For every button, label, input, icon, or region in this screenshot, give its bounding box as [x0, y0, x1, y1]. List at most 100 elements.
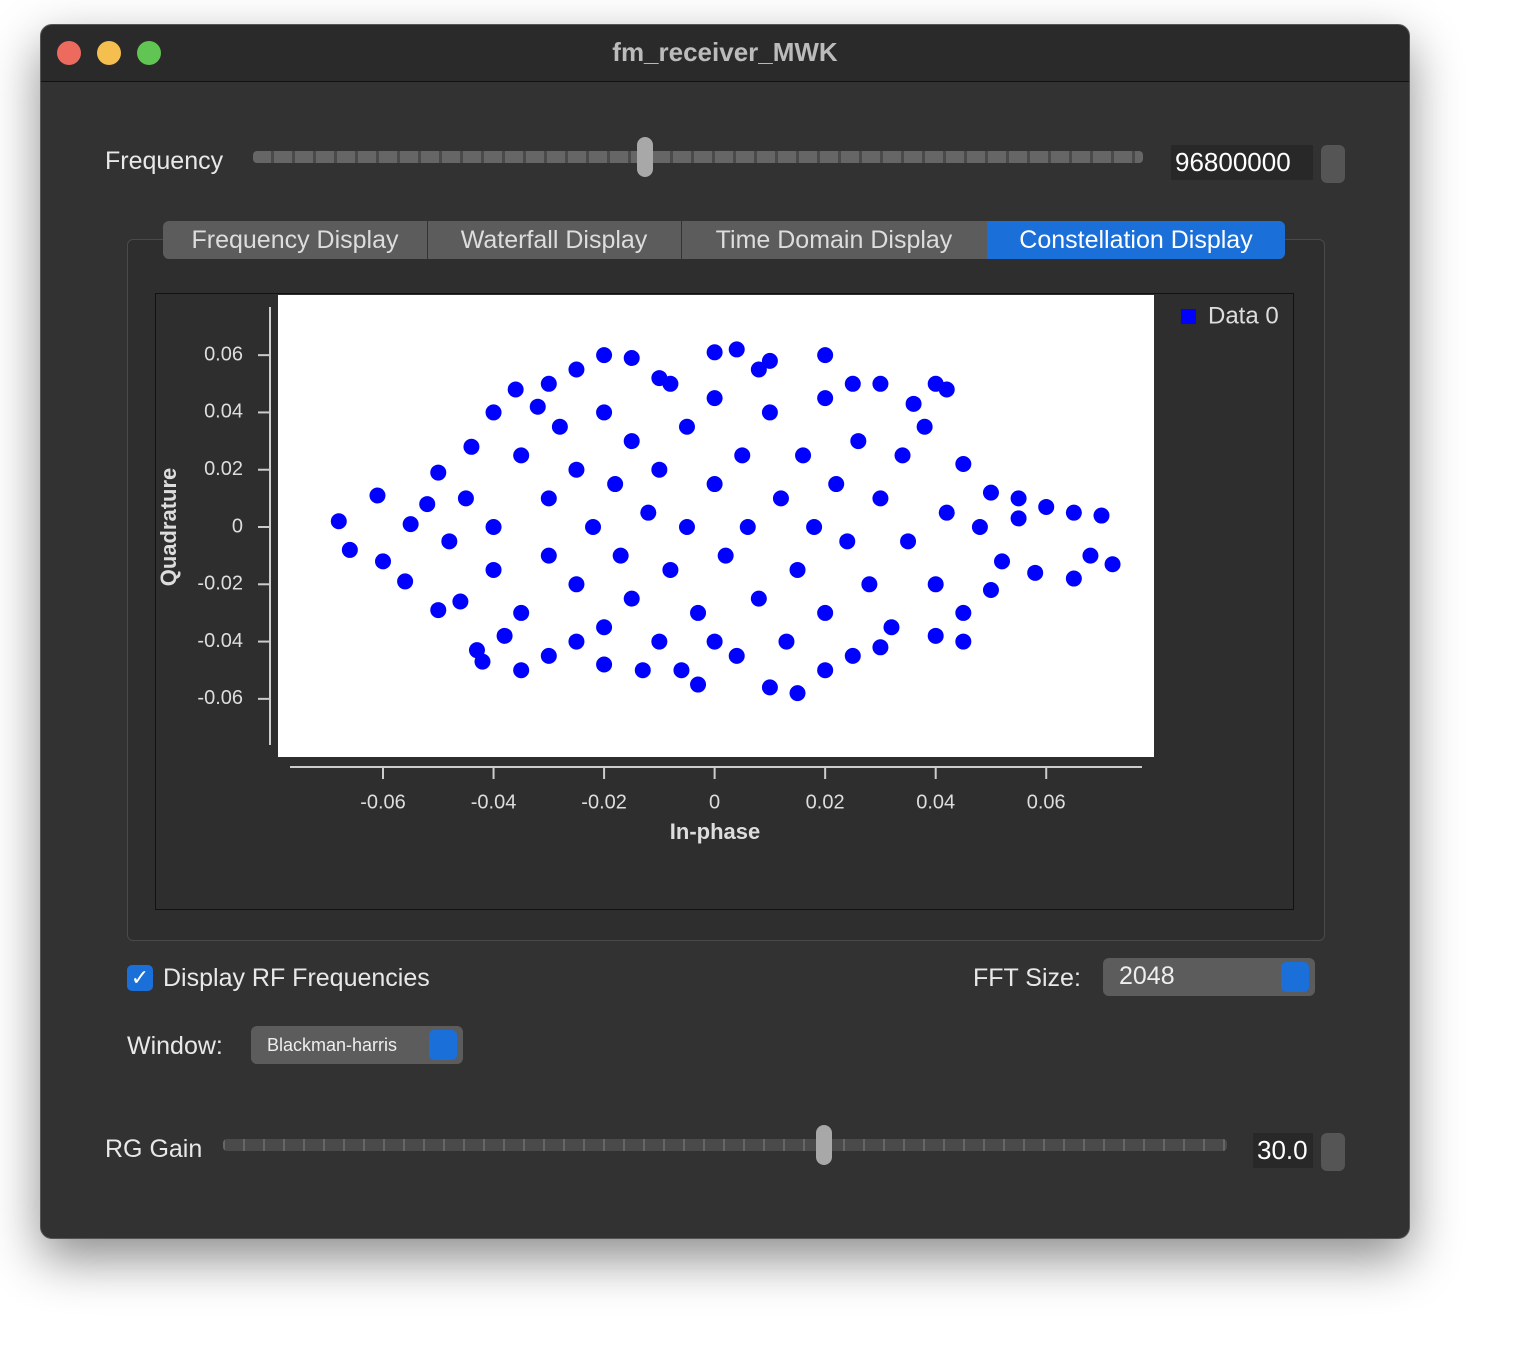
- point: [623, 590, 640, 607]
- point: [596, 347, 613, 364]
- point: [795, 447, 812, 464]
- point: [673, 662, 690, 679]
- point: [585, 519, 602, 536]
- point: [513, 447, 530, 464]
- point: [817, 604, 834, 621]
- point: [706, 344, 723, 361]
- y-tick-label: -0.02: [197, 573, 243, 595]
- y-tick-label: -0.04: [197, 630, 243, 652]
- x-tick-label: 0: [709, 791, 720, 813]
- point: [596, 619, 613, 636]
- gain-slider-thumb[interactable]: [816, 1125, 832, 1165]
- y-tick-label: -0.06: [197, 687, 243, 709]
- point: [938, 504, 955, 521]
- point: [430, 602, 447, 619]
- x-axis-label: In-phase: [670, 819, 760, 844]
- point: [994, 553, 1011, 570]
- point: [457, 490, 474, 507]
- x-tick-label: 0.06: [1027, 791, 1066, 813]
- frequency-slider-thumb[interactable]: [637, 137, 653, 177]
- y-tick-label: 0.04: [204, 401, 243, 423]
- plot-area: [278, 295, 1154, 757]
- point: [828, 476, 845, 493]
- frequency-spinbox[interactable]: 96800000: [1171, 145, 1313, 180]
- window-select[interactable]: Blackman-harris: [251, 1026, 463, 1064]
- point: [982, 582, 999, 599]
- close-button[interactable]: [57, 41, 81, 65]
- point: [607, 476, 624, 493]
- zoom-button[interactable]: [137, 41, 161, 65]
- point: [778, 633, 795, 650]
- point: [844, 375, 861, 392]
- point: [651, 461, 668, 478]
- point: [496, 627, 513, 644]
- point: [750, 361, 767, 378]
- point: [706, 390, 723, 407]
- tab-active[interactable]: Constellation Display: [987, 221, 1285, 259]
- frequency-label: Frequency: [105, 147, 224, 175]
- tab[interactable]: Frequency Display: [163, 221, 428, 259]
- point: [1010, 490, 1027, 507]
- select-arrows: [1281, 962, 1309, 992]
- gain-slider[interactable]: [223, 1139, 1227, 1151]
- minimize-button[interactable]: [97, 41, 121, 65]
- point: [1093, 507, 1110, 524]
- point: [540, 647, 557, 664]
- point: [872, 375, 889, 392]
- x-tick-label: -0.06: [360, 791, 406, 813]
- point: [728, 647, 745, 664]
- point: [916, 418, 933, 435]
- point: [596, 656, 613, 673]
- frequency-slider[interactable]: [253, 151, 1143, 163]
- point: [761, 679, 778, 696]
- checkbox[interactable]: ✓: [127, 965, 153, 991]
- legend-swatch: [1181, 309, 1196, 324]
- point: [850, 433, 867, 450]
- gain-spinbox[interactable]: 30.0: [1253, 1133, 1313, 1168]
- point: [900, 533, 917, 550]
- point: [662, 561, 679, 578]
- x-tick-label: -0.04: [471, 791, 517, 813]
- display-rf-label: Display RF Frequencies: [163, 964, 430, 992]
- point: [568, 361, 585, 378]
- point: [817, 347, 834, 364]
- fft-size-select[interactable]: 2048: [1103, 958, 1315, 996]
- fft-size-value: 2048: [1119, 962, 1175, 990]
- select-arrows: [429, 1030, 457, 1060]
- point: [761, 404, 778, 421]
- gain-label: RG Gain: [105, 1135, 203, 1163]
- point: [330, 513, 347, 530]
- y-tick-label: 0: [232, 515, 243, 537]
- point: [955, 633, 972, 650]
- point: [955, 604, 972, 621]
- point: [1104, 556, 1121, 573]
- point: [568, 633, 585, 650]
- point: [640, 504, 657, 521]
- point: [789, 685, 806, 702]
- point: [485, 519, 502, 536]
- point: [612, 547, 629, 564]
- tab[interactable]: Waterfall Display: [427, 221, 682, 259]
- point: [690, 604, 707, 621]
- point: [402, 516, 419, 533]
- point: [1010, 510, 1027, 527]
- gain-stepper[interactable]: [1321, 1133, 1345, 1171]
- point: [430, 464, 447, 481]
- point: [706, 476, 723, 493]
- point: [861, 576, 878, 593]
- frequency-stepper[interactable]: [1321, 145, 1345, 183]
- point: [513, 604, 530, 621]
- point: [872, 490, 889, 507]
- window-value: Blackman-harris: [267, 1035, 398, 1055]
- point: [441, 533, 458, 550]
- x-tick-label: -0.02: [581, 791, 627, 813]
- point: [623, 350, 640, 367]
- y-axis-label: Quadrature: [156, 468, 181, 587]
- tab[interactable]: Time Domain Display: [681, 221, 988, 259]
- point: [634, 662, 651, 679]
- point: [872, 639, 889, 656]
- point: [806, 519, 823, 536]
- point: [452, 593, 469, 610]
- point: [728, 341, 745, 358]
